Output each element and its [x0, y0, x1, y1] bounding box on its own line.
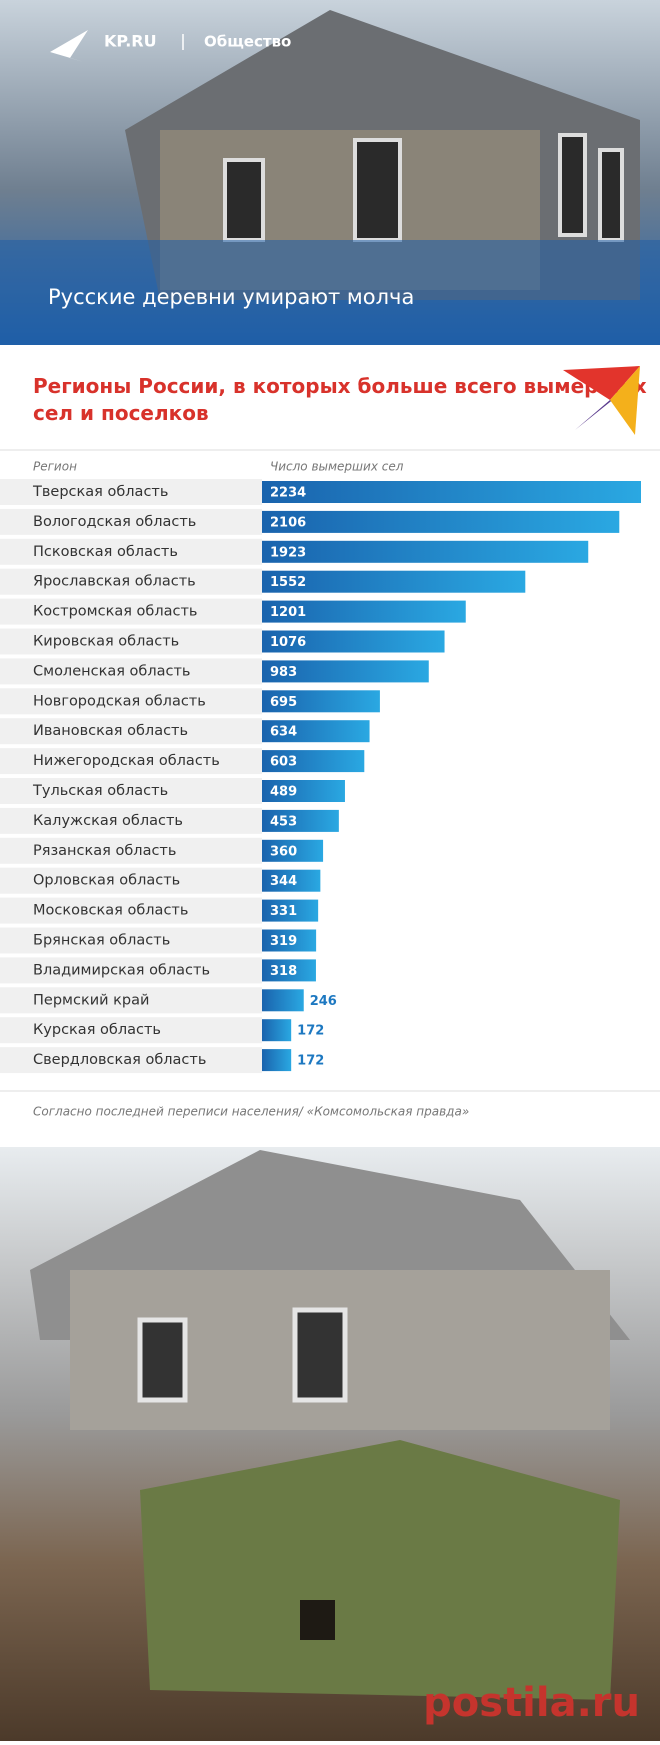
row-background [0, 897, 262, 924]
category-header: Регион [33, 460, 77, 474]
row-background [0, 568, 262, 595]
row-background [0, 927, 262, 954]
category-label: Новгородская область [33, 693, 206, 709]
row-background [0, 688, 262, 715]
category-label: Курская область [33, 1022, 161, 1038]
value-label: 489 [270, 785, 297, 800]
row-background [0, 658, 262, 685]
row-background [0, 837, 262, 864]
row-background [0, 718, 262, 745]
value-label: 344 [270, 874, 297, 889]
category-label: Московская область [33, 903, 188, 919]
category-label: Владимирская область [33, 962, 210, 978]
value-label: 172 [297, 1024, 324, 1039]
row-background [0, 508, 262, 535]
value-label: 983 [270, 665, 297, 680]
brand: KP.RU [104, 32, 157, 51]
bar [262, 510, 620, 533]
chart-title: Регионы России, в которых больше всего в… [33, 374, 647, 425]
bar [262, 660, 429, 683]
row-background [0, 628, 262, 655]
category-label: Свердловская область [33, 1052, 206, 1068]
bar [262, 1049, 292, 1072]
bar [262, 869, 321, 892]
bar [262, 720, 370, 743]
value-label: 634 [270, 725, 297, 740]
bar [262, 929, 317, 952]
bar [262, 899, 319, 922]
bar [262, 780, 345, 802]
row-background [0, 778, 262, 804]
bar [262, 481, 641, 503]
row-background [0, 1047, 262, 1074]
bar [262, 630, 445, 653]
row-background [0, 748, 262, 775]
row-background [0, 987, 262, 1014]
category-label: Тульская область [32, 783, 168, 799]
category-label: Орловская область [33, 873, 180, 889]
value-label: 1923 [270, 545, 306, 560]
row-background [0, 598, 262, 625]
chart-panel [0, 345, 660, 1147]
category-label: Брянская область [33, 933, 170, 949]
value-label: 319 [270, 934, 297, 949]
row-background [0, 867, 262, 894]
value-label: 246 [310, 994, 337, 1009]
bar [262, 839, 324, 862]
category-label: Вологодская область [33, 514, 196, 530]
row-background [0, 538, 262, 565]
row-background [0, 957, 262, 984]
value-label: 453 [270, 814, 297, 829]
bar [262, 570, 526, 593]
value-label: 331 [270, 904, 297, 919]
footnote: Согласно последней переписи населения/ «… [33, 1105, 469, 1119]
value-label: 1201 [270, 605, 306, 620]
bar [262, 809, 339, 832]
row-background [0, 1017, 262, 1044]
header-overlay [0, 240, 660, 345]
value-header: Число вымерших сел [270, 460, 404, 474]
house-illustration [30, 1150, 630, 1700]
value-label: 172 [297, 1054, 324, 1069]
bar [262, 1019, 292, 1042]
category-label: Ярославская область [33, 574, 196, 590]
category-label: Смоленская область [33, 663, 190, 679]
value-label: 318 [270, 964, 297, 979]
bar [262, 750, 365, 773]
section: Общество [204, 33, 291, 51]
kp-bird-logo [563, 366, 640, 435]
value-label: 695 [270, 695, 297, 710]
bar [262, 690, 380, 713]
bar [262, 989, 304, 1012]
category-label: Тверская область [32, 484, 168, 500]
category-label: Пермский край [33, 992, 149, 1008]
kp-logo [50, 30, 88, 62]
category-label: Калужская область [33, 813, 183, 829]
value-label: 360 [270, 844, 297, 859]
row-background [0, 479, 262, 505]
category-label: Ивановская область [33, 723, 188, 739]
watermark: postila.ru [423, 1680, 640, 1726]
headline: Русские деревни умирают молча [48, 285, 414, 309]
value-label: 1076 [270, 635, 306, 650]
value-label: 2234 [270, 486, 306, 501]
value-label: 2106 [270, 515, 306, 530]
bar [262, 600, 466, 623]
bar [262, 959, 316, 982]
category-label: Кировская область [33, 634, 179, 650]
category-label: Рязанская область [33, 843, 176, 859]
value-label: 1552 [270, 575, 306, 590]
bar [262, 540, 589, 563]
row-background [0, 807, 262, 834]
category-label: Костромская область [33, 604, 197, 620]
value-label: 603 [270, 755, 297, 770]
category-label: Нижегородская область [33, 753, 220, 769]
category-label: Псковская область [33, 544, 178, 560]
